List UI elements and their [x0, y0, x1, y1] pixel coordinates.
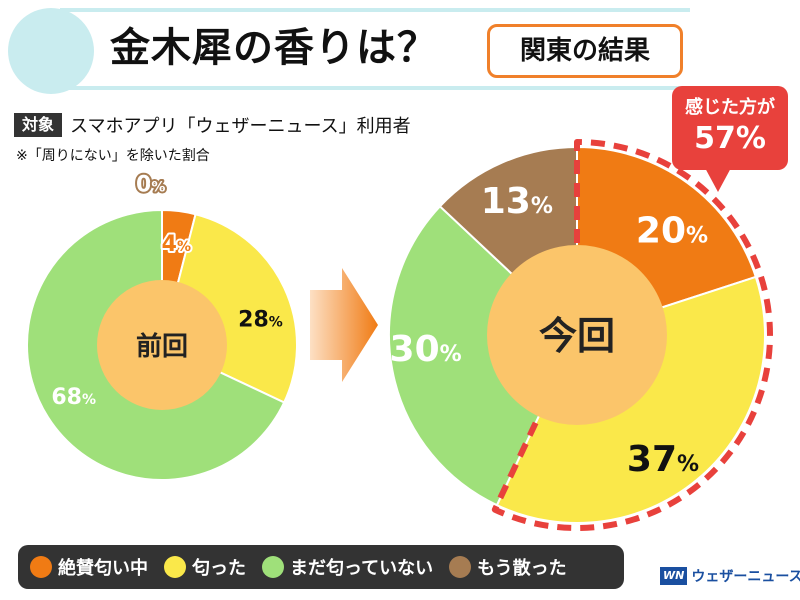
- prev-slice-label: 0%: [136, 172, 165, 197]
- curr-slice-label: 30%: [390, 329, 462, 370]
- prev-slice-label: 68%: [51, 385, 96, 410]
- callout-value: 57%: [694, 121, 766, 156]
- target-row: 対象 スマホアプリ「ウェザーニュース」利用者: [14, 112, 411, 138]
- legend-item: まだ匂っていない: [262, 554, 433, 580]
- legend-swatch-icon: [449, 556, 472, 578]
- brand-name: ウェザーニュース: [691, 569, 800, 585]
- callout-box: 感じた方が 57%: [672, 86, 788, 170]
- brand: WN ウェザーニュース: [660, 566, 800, 586]
- callout-tail: [704, 166, 732, 192]
- curr-inner-circle: [487, 245, 667, 425]
- brand-logo-icon: WN: [660, 567, 688, 585]
- footnote: ※「周りにない」を除いた割合: [16, 148, 210, 164]
- page-title: 金木犀の香りは？: [110, 25, 438, 71]
- prev-slice-label: 4%: [162, 232, 191, 257]
- legend: 絶賛匂い中 匂った まだ匂っていない もう散った: [18, 545, 624, 589]
- curr-center-label: 今回: [539, 314, 615, 358]
- highlight-dashed-outline: [491, 139, 773, 531]
- curr-slice-label: 20%: [636, 210, 708, 251]
- legend-item: 絶賛匂い中: [30, 554, 148, 580]
- legend-item: 匂った: [164, 554, 246, 580]
- curr-slice-label: 37%: [627, 439, 699, 480]
- title-bar: [60, 8, 690, 90]
- prev-slice-label: 28%: [238, 308, 283, 333]
- legend-label: 絶賛匂い中: [58, 558, 148, 579]
- region-badge: 関東の結果: [487, 24, 683, 78]
- legend-label: 匂った: [192, 558, 246, 579]
- arrow-icon: [310, 268, 378, 382]
- legend-swatch-icon: [30, 556, 52, 578]
- legend-swatch-icon: [164, 556, 186, 578]
- curr-slice-label: 13%: [481, 181, 553, 222]
- callout-label: 感じた方が: [685, 97, 775, 118]
- target-text: スマホアプリ「ウェザーニュース」利用者: [70, 116, 411, 137]
- legend-swatch-icon: [262, 556, 284, 578]
- target-tag: 対象: [14, 113, 63, 137]
- legend-item: もう散った: [449, 554, 567, 580]
- prev-center-label: 前回: [136, 331, 188, 362]
- osmanthus-logo-icon: [8, 8, 94, 94]
- legend-label: まだ匂っていない: [290, 558, 434, 579]
- prev-inner-circle: [97, 280, 227, 410]
- legend-label: もう散った: [477, 558, 567, 579]
